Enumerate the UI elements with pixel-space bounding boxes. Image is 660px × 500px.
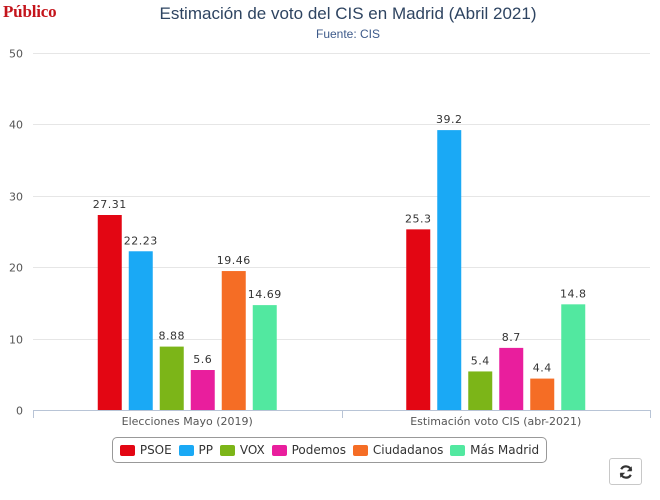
bar (468, 371, 493, 410)
legend-item[interactable]: VOX (219, 443, 265, 457)
data-label: 14.69 (248, 288, 282, 301)
legend-label: Más Madrid (470, 443, 540, 457)
legend-swatch (119, 444, 135, 456)
bar (406, 229, 431, 410)
bar (437, 130, 462, 410)
chart-legend: PSOE PP VOX Podemos Ciudadanos Más Madrid (112, 437, 547, 463)
legend-item[interactable]: PSOE (119, 443, 172, 457)
data-label: 27.31 (93, 198, 127, 211)
data-label: 8.7 (502, 331, 521, 344)
y-tick-label: 10 (9, 334, 23, 347)
data-label: 5.6 (193, 353, 212, 366)
bar (97, 215, 122, 410)
legend-swatch (178, 444, 194, 456)
y-tick-label: 0 (16, 405, 23, 418)
legend-item[interactable]: PP (178, 443, 214, 457)
bar (221, 271, 246, 410)
legend-label: PSOE (139, 443, 172, 457)
legend-item[interactable]: Podemos (271, 443, 347, 457)
legend-label: Podemos (291, 443, 347, 457)
data-label: 22.23 (124, 234, 158, 247)
data-label: 19.46 (217, 254, 251, 267)
bar (561, 304, 586, 410)
y-tick-label: 30 (9, 191, 23, 204)
chart-subtitle: Fuente: CIS (315, 27, 381, 41)
legend-label: VOX (239, 443, 265, 457)
y-tick-label: 40 (9, 119, 23, 132)
legend-swatch (219, 444, 235, 456)
y-tick-label: 50 (9, 48, 23, 61)
chart-title: Estimación de voto del CIS en Madrid (Ab… (159, 4, 537, 23)
data-label: 4.4 (533, 362, 552, 375)
bar (499, 347, 524, 410)
legend-label: Ciudadanos (372, 443, 444, 457)
data-label: 5.4 (471, 354, 490, 367)
bar (252, 305, 277, 410)
x-tick-label: Elecciones Mayo (2019) (122, 415, 253, 428)
bar (159, 346, 184, 410)
legend-swatch (450, 444, 466, 456)
legend-swatch (352, 444, 368, 456)
data-label: 8.88 (159, 330, 186, 343)
y-tick-label: 20 (9, 262, 23, 275)
x-tick-label: Estimación voto CIS (abr-2021) (410, 415, 581, 428)
data-label: 25.3 (405, 212, 432, 225)
legend-label: PP (198, 443, 214, 457)
bar (190, 370, 215, 410)
bar (530, 378, 555, 410)
refresh-button[interactable] (609, 458, 642, 485)
data-label: 14.8 (560, 287, 587, 300)
legend-item[interactable]: Ciudadanos (352, 443, 444, 457)
legend-swatch (271, 444, 287, 456)
data-label: 39.2 (436, 113, 463, 126)
refresh-icon (619, 464, 632, 479)
publico-logo: Público (3, 2, 57, 21)
legend-item[interactable]: Más Madrid (450, 443, 539, 457)
bar (128, 251, 153, 410)
